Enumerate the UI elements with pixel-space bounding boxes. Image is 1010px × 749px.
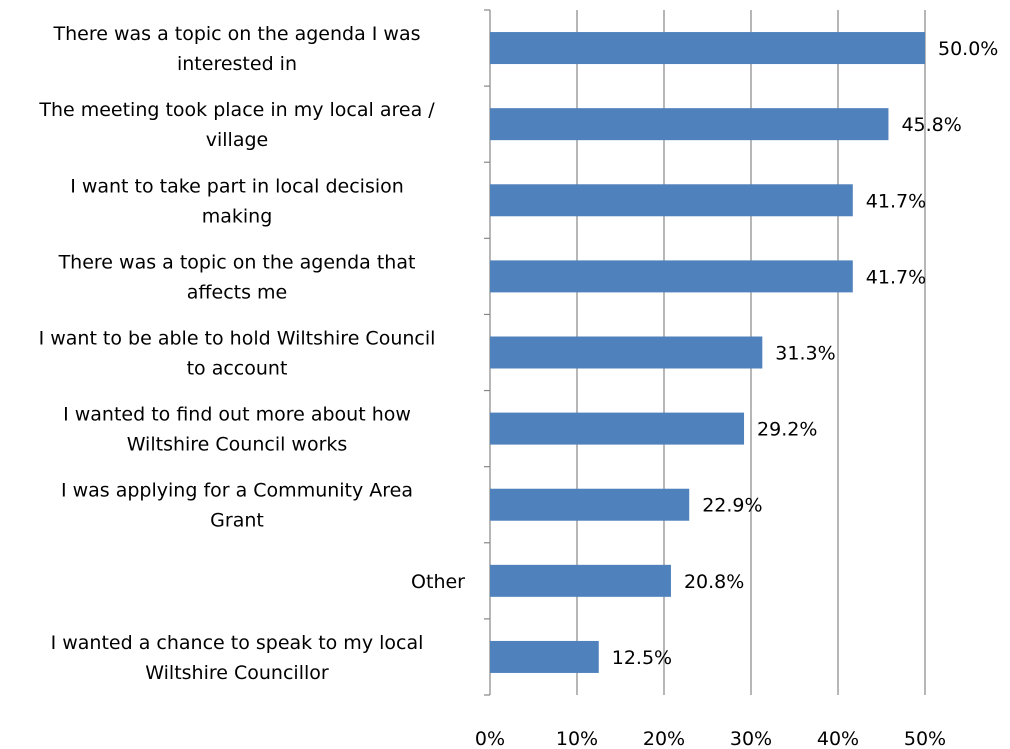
bar [490,564,671,597]
data-labels: 50.0% 45.8% 41.7% 41.7% 31.3% 29.2% 22.9% 20.8%… [612,38,999,669]
category-label-line: There was a topic on the agenda I was [53,23,421,45]
bar [490,640,599,673]
data-label: 20.8% [684,571,744,593]
category-label-line: I want to be able to hold Wiltshire Coun… [39,328,436,350]
category-label-line: There was a topic on the agenda that [58,251,416,273]
value-axis-tick-label: 50% [904,728,946,749]
category-label: There was a topic on the agenda I was int… [53,23,421,75]
bar [490,184,853,217]
data-label: 41.7% [866,190,926,212]
data-label: 45.8% [901,114,961,136]
bar [490,32,925,65]
bar [490,412,745,445]
data-label: 29.2% [757,419,817,441]
value-axis-tick-label: 0% [475,728,505,749]
data-label: 12.5% [612,647,672,669]
category-label: Other [411,571,465,593]
category-label-line: I was applying for a Community Area [61,480,413,502]
category-label-line: The meeting took place in my local area … [38,99,435,121]
category-label-line: making [202,205,273,227]
category-label-line: Grant [210,510,264,532]
bar [490,260,853,293]
category-label: The meeting took place in my local area … [38,99,435,151]
bar [490,336,763,369]
category-label-line: affects me [187,281,287,303]
bars [490,32,925,673]
category-label-line: Wiltshire Councillor [145,662,329,684]
value-axis-tick-label: 30% [730,728,772,749]
category-label: I wanted to find out more about how Wilts… [63,404,411,456]
data-label: 50.0% [938,38,998,60]
category-label: I wanted a chance to speak to my local Wi… [51,632,424,684]
category-label: I want to be able to hold Wiltshire Coun… [39,328,436,380]
data-label: 22.9% [702,495,762,517]
category-label: There was a topic on the agenda that affe… [58,251,416,303]
value-axis-tick-label: 40% [817,728,859,749]
category-label-line: to account [187,358,288,380]
value-axis-tick-label: 10% [556,728,598,749]
data-label: 31.3% [775,343,835,365]
category-label: I want to take part in local decision mak… [70,175,404,227]
category-label-line: I want to take part in local decision [70,175,404,197]
bar [490,488,690,521]
category-label-line: I wanted to find out more about how [63,404,411,426]
data-label: 41.7% [866,266,926,288]
category-label-line: village [206,129,268,151]
category-label-line: Other [411,571,465,593]
value-axis-tick-label: 20% [643,728,685,749]
value-axis: 0% 10% 20% 30% 40% 50% [475,728,946,749]
category-label: I was applying for a Community Area Grant [61,480,413,532]
category-labels: There was a topic on the agenda I was int… [38,23,465,684]
bar [490,108,889,141]
category-label-line: interested in [177,53,297,75]
category-axis [484,9,491,696]
category-label-line: Wiltshire Council works [127,434,348,456]
category-label-line: I wanted a chance to speak to my local [51,632,424,654]
